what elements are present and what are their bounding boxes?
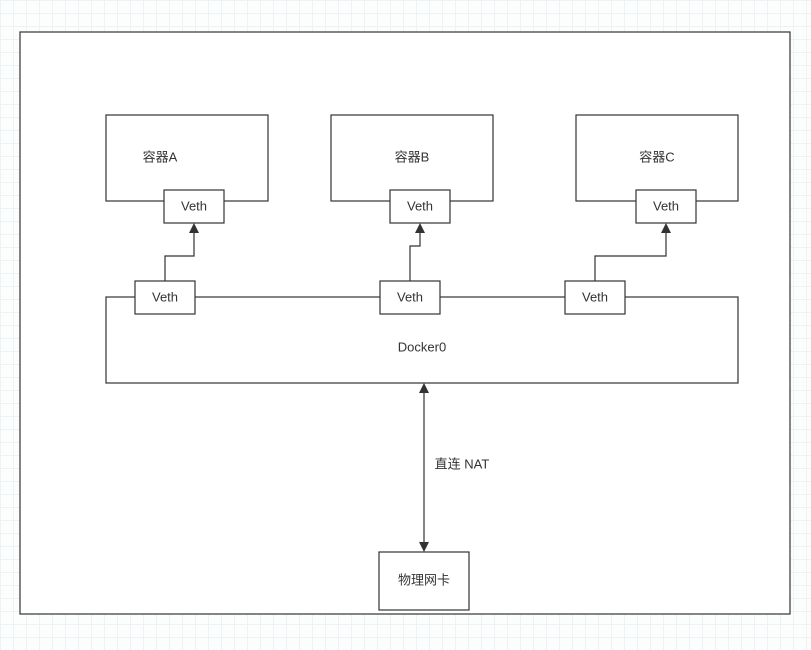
veth-a-top: Veth	[164, 190, 224, 223]
container-a-label: 容器A	[143, 149, 178, 164]
container-b-label: 容器B	[395, 149, 430, 164]
veth-c-top: Veth	[636, 190, 696, 223]
physical-nic-label: 物理网卡	[398, 572, 450, 587]
veth-b-bottom-label: Veth	[397, 289, 423, 304]
docker-network-diagram: 容器A 容器B 容器C Veth Veth Veth Docker0 Veth …	[0, 0, 811, 650]
veth-b-bottom: Veth	[380, 281, 440, 314]
veth-b-top-label: Veth	[407, 198, 433, 213]
container-c: 容器C	[576, 115, 738, 201]
veth-c-bottom: Veth	[565, 281, 625, 314]
physical-nic: 物理网卡	[379, 552, 469, 610]
veth-c-bottom-label: Veth	[582, 289, 608, 304]
veth-a-top-label: Veth	[181, 198, 207, 213]
container-b: 容器B	[331, 115, 493, 201]
docker0-label: Docker0	[398, 339, 446, 354]
veth-b-top: Veth	[390, 190, 450, 223]
container-c-label: 容器C	[639, 149, 674, 164]
veth-a-bottom: Veth	[135, 281, 195, 314]
veth-a-bottom-label: Veth	[152, 289, 178, 304]
container-a: 容器A	[106, 115, 268, 201]
edge-nat-label: 直连 NAT	[435, 456, 490, 471]
veth-c-top-label: Veth	[653, 198, 679, 213]
